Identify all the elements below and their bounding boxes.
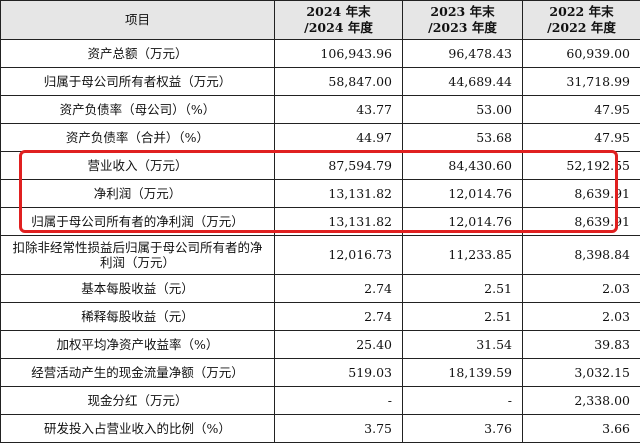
cell-2024: 13,131.82 bbox=[275, 208, 403, 236]
header-2024-line2: /2024 年度 bbox=[304, 20, 373, 35]
table-row: 营业收入（万元） 87,594.79 84,430.60 52,192.55 bbox=[1, 152, 640, 180]
cell-2023: 84,430.60 bbox=[403, 152, 523, 180]
row-label: 净利润（万元） bbox=[1, 180, 275, 208]
header-2023: 2023 年末/2023 年度 bbox=[403, 1, 523, 40]
cell-2022: 2.03 bbox=[523, 275, 640, 303]
row-label: 稀释每股收益（元） bbox=[1, 303, 275, 331]
row-label: 归属于母公司所有者权益（万元） bbox=[1, 68, 275, 96]
cell-2024: 25.40 bbox=[275, 331, 403, 359]
cell-2024: 87,594.79 bbox=[275, 152, 403, 180]
table-row: 归属于母公司所有者权益（万元） 58,847.00 44,689.44 31,7… bbox=[1, 68, 640, 96]
row-label: 资产负债率（合并）（%） bbox=[1, 124, 275, 152]
cell-2022: 8,398.84 bbox=[523, 236, 640, 275]
cell-2022: 52,192.55 bbox=[523, 152, 640, 180]
cell-2023: 2.51 bbox=[403, 303, 523, 331]
cell-2023: 53.68 bbox=[403, 124, 523, 152]
table-row: 现金分红（万元） - - 2,338.00 bbox=[1, 387, 640, 415]
cell-2023: 53.00 bbox=[403, 96, 523, 124]
header-2022-line2: /2022 年度 bbox=[547, 20, 616, 35]
cell-2022: 60,939.00 bbox=[523, 40, 640, 68]
cell-2022: 39.83 bbox=[523, 331, 640, 359]
table-row: 稀释每股收益（元） 2.74 2.51 2.03 bbox=[1, 303, 640, 331]
cell-2023: 3.76 bbox=[403, 415, 523, 443]
cell-2023: 31.54 bbox=[403, 331, 523, 359]
cell-2024: 13,131.82 bbox=[275, 180, 403, 208]
cell-2024: 2.74 bbox=[275, 303, 403, 331]
cell-2024: 3.75 bbox=[275, 415, 403, 443]
table-row: 资产负债率（母公司）（%） 43.77 53.00 47.95 bbox=[1, 96, 640, 124]
table-row: 资产总额（万元） 106,943.96 96,478.43 60,939.00 bbox=[1, 40, 640, 68]
row-label: 加权平均净资产收益率（%） bbox=[1, 331, 275, 359]
cell-2023: 11,233.85 bbox=[403, 236, 523, 275]
table-row: 基本每股收益（元） 2.74 2.51 2.03 bbox=[1, 275, 640, 303]
row-label: 资产负债率（母公司）（%） bbox=[1, 96, 275, 124]
row-label: 基本每股收益（元） bbox=[1, 275, 275, 303]
cell-2024: 106,943.96 bbox=[275, 40, 403, 68]
table-row: 净利润（万元） 13,131.82 12,014.76 8,639.91 bbox=[1, 180, 640, 208]
cell-2022: 3,032.15 bbox=[523, 359, 640, 387]
cell-2023: - bbox=[403, 387, 523, 415]
cell-2024: 2.74 bbox=[275, 275, 403, 303]
cell-2022: 8,639.91 bbox=[523, 180, 640, 208]
cell-2022: 3.66 bbox=[523, 415, 640, 443]
row-label: 经营活动产生的现金流量净额（万元） bbox=[1, 359, 275, 387]
cell-2022: 47.95 bbox=[523, 96, 640, 124]
cell-2024: 44.97 bbox=[275, 124, 403, 152]
row-label: 资产总额（万元） bbox=[1, 40, 275, 68]
cell-2023: 12,014.76 bbox=[403, 208, 523, 236]
table-row: 资产负债率（合并）（%） 44.97 53.68 47.95 bbox=[1, 124, 640, 152]
cell-2022: 8,639.91 bbox=[523, 208, 640, 236]
row-label: 研发投入占营业收入的比例（%） bbox=[1, 415, 275, 443]
cell-2024: 58,847.00 bbox=[275, 68, 403, 96]
header-item: 项目 bbox=[1, 1, 275, 40]
header-row: 项目 2024 年末/2024 年度 2023 年末/2023 年度 2022 … bbox=[1, 1, 640, 40]
cell-2024: 43.77 bbox=[275, 96, 403, 124]
row-label: 扣除非经常性损益后归属于母公司所有者的净利润（万元） bbox=[1, 236, 275, 275]
table-row: 加权平均净资产收益率（%） 25.40 31.54 39.83 bbox=[1, 331, 640, 359]
cell-2022: 2,338.00 bbox=[523, 387, 640, 415]
cell-2023: 12,014.76 bbox=[403, 180, 523, 208]
table-row: 扣除非经常性损益后归属于母公司所有者的净利润（万元） 12,016.73 11,… bbox=[1, 236, 640, 275]
header-2022: 2022 年末/2022 年度 bbox=[523, 1, 640, 40]
header-2024: 2024 年末/2024 年度 bbox=[275, 1, 403, 40]
cell-2024: 12,016.73 bbox=[275, 236, 403, 275]
header-2024-line1: 2024 年末 bbox=[306, 4, 370, 19]
cell-2023: 2.51 bbox=[403, 275, 523, 303]
cell-2023: 18,139.59 bbox=[403, 359, 523, 387]
row-label: 营业收入（万元） bbox=[1, 152, 275, 180]
header-2023-line2: /2023 年度 bbox=[428, 20, 497, 35]
cell-2022: 2.03 bbox=[523, 303, 640, 331]
table-row: 归属于母公司所有者的净利润（万元） 13,131.82 12,014.76 8,… bbox=[1, 208, 640, 236]
cell-2024: 519.03 bbox=[275, 359, 403, 387]
table-row: 研发投入占营业收入的比例（%） 3.75 3.76 3.66 bbox=[1, 415, 640, 443]
cell-2023: 96,478.43 bbox=[403, 40, 523, 68]
cell-2022: 47.95 bbox=[523, 124, 640, 152]
row-label: 归属于母公司所有者的净利润（万元） bbox=[1, 208, 275, 236]
table-row: 经营活动产生的现金流量净额（万元） 519.03 18,139.59 3,032… bbox=[1, 359, 640, 387]
cell-2022: 31,718.99 bbox=[523, 68, 640, 96]
header-2022-line1: 2022 年末 bbox=[549, 4, 613, 19]
cell-2024: - bbox=[275, 387, 403, 415]
header-2023-line1: 2023 年末 bbox=[430, 4, 494, 19]
cell-2023: 44,689.44 bbox=[403, 68, 523, 96]
row-label: 现金分红（万元） bbox=[1, 387, 275, 415]
